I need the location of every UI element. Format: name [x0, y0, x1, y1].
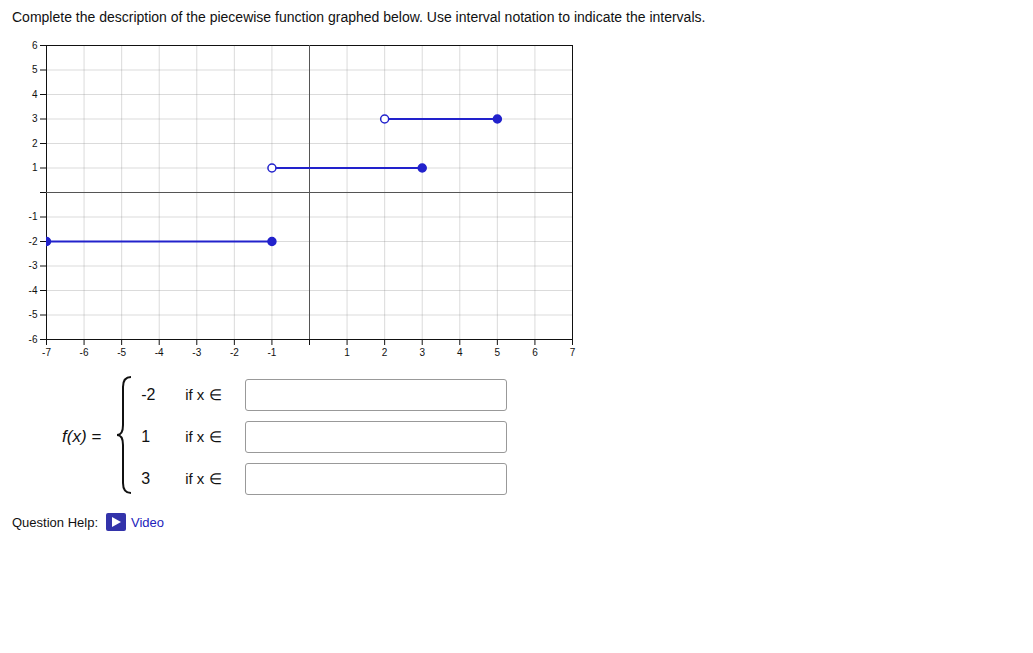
svg-text:6: 6 — [32, 40, 38, 51]
svg-text:3: 3 — [32, 113, 38, 124]
svg-text:6: 6 — [532, 347, 538, 358]
svg-text:-2: -2 — [230, 347, 239, 358]
html-text:-2: -2 — [141, 386, 156, 403]
svg-text:-2: -2 — [29, 236, 38, 247]
svg-text:-6: -6 — [80, 347, 89, 358]
html-text:if x ∈: if x ∈ — [185, 386, 222, 403]
svg-text:4: 4 — [32, 89, 38, 100]
svg-text:-3: -3 — [192, 347, 201, 358]
svg-text:5: 5 — [32, 64, 38, 75]
svg-text:-7: -7 — [42, 347, 51, 358]
html-text:if x ∈: if x ∈ — [185, 470, 222, 487]
svg-text:5: 5 — [495, 347, 501, 358]
svg-text:4: 4 — [457, 347, 463, 358]
svg-text:-1: -1 — [29, 211, 38, 222]
svg-text:-3: -3 — [29, 260, 38, 271]
html-text:if x ∈: if x ∈ — [185, 428, 222, 445]
svg-text:2: 2 — [382, 347, 388, 358]
svg-text:-5: -5 — [117, 347, 126, 358]
svg-text:1: 1 — [32, 162, 38, 173]
svg-text:-4: -4 — [29, 285, 38, 296]
svg-text:1: 1 — [344, 347, 350, 358]
svg-text:2: 2 — [32, 138, 38, 149]
html-text:Video: Video — [131, 514, 164, 530]
svg-text:-6: -6 — [29, 334, 38, 345]
svg-text:-5: -5 — [29, 309, 38, 320]
svg-text:-4: -4 — [155, 347, 164, 358]
html-text:Complete the description of th: Complete the description of the piecewis… — [12, 9, 706, 25]
svg-text:-1: -1 — [267, 347, 276, 358]
html-text:3: 3 — [141, 470, 151, 487]
svg-text:7: 7 — [570, 347, 576, 358]
html-text:f(x) =: f(x) = — [62, 427, 102, 446]
html-text:1: 1 — [141, 428, 151, 445]
html-text:Question Help:: Question Help: — [12, 514, 98, 530]
svg-text:3: 3 — [419, 347, 425, 358]
